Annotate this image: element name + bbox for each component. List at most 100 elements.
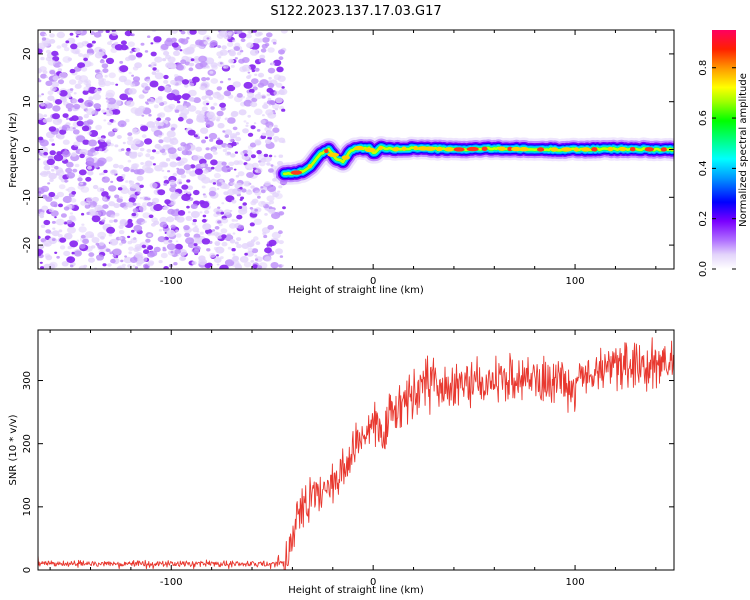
noise-speck: [124, 255, 127, 258]
noise-speck: [281, 108, 286, 112]
ridge-peak: [444, 147, 455, 152]
y-tick-label: -20: [22, 237, 33, 253]
noise-speck: [275, 193, 283, 199]
noise-speck: [44, 101, 50, 105]
noise-speck: [278, 211, 285, 216]
noise-speck: [123, 256, 133, 264]
noise-speck: [155, 69, 160, 73]
noise-speck: [38, 136, 44, 141]
noise-speck: [141, 114, 145, 117]
noise-speck: [52, 75, 59, 81]
noise-speck: [171, 42, 179, 48]
noise-speck: [186, 185, 194, 191]
noise-speck: [112, 109, 121, 115]
noise-speck: [146, 202, 153, 207]
noise-speck: [57, 79, 65, 85]
noise-speck: [190, 203, 198, 209]
noise-speck: [62, 150, 71, 158]
noise-speck: [72, 127, 76, 130]
noise-speck: [239, 256, 249, 263]
noise-speck: [275, 82, 283, 88]
noise-speck: [145, 238, 151, 243]
noise-speck: [119, 60, 124, 64]
noise-speck: [113, 203, 120, 209]
noise-speck: [83, 86, 90, 92]
noise-speck: [173, 262, 178, 266]
noise-speck: [172, 172, 178, 177]
noise-speck: [234, 151, 238, 154]
noise-speck: [92, 184, 99, 190]
noise-speck: [230, 64, 235, 68]
noise-speck: [155, 151, 160, 155]
noise-speck: [106, 100, 110, 103]
y-tick-label: 0: [22, 567, 33, 573]
noise-speck: [127, 235, 131, 239]
noise-speck: [116, 135, 122, 139]
noise-speck: [199, 231, 204, 235]
noise-speck: [199, 211, 203, 214]
noise-speck: [56, 31, 65, 39]
noise-speck: [132, 66, 139, 71]
noise-speck: [257, 195, 261, 199]
noise-speck: [216, 211, 221, 215]
noise-speck: [144, 86, 151, 91]
noise-speck: [207, 233, 211, 236]
noise-speck: [281, 86, 285, 89]
noise-speck: [56, 255, 60, 259]
noise-speck: [44, 33, 48, 36]
noise-speck: [168, 239, 173, 243]
noise-speck: [74, 163, 80, 168]
noise-speck: [228, 49, 236, 55]
noise-speck: [176, 64, 184, 71]
noise-speck: [183, 225, 190, 231]
noise-speck: [264, 139, 272, 144]
noise-speck: [157, 236, 166, 243]
noise-speck: [169, 138, 174, 142]
noise-speck: [83, 57, 88, 62]
noise-speck: [68, 215, 76, 221]
noise-speck: [87, 166, 92, 170]
noise-speck: [146, 148, 152, 153]
noise-speck: [140, 162, 145, 165]
noise-speck: [214, 240, 221, 246]
noise-speck: [243, 261, 252, 268]
noise-speck: [137, 191, 141, 194]
noise-speck: [220, 211, 225, 215]
noise-speck: [260, 186, 264, 189]
noise-speck: [175, 208, 180, 212]
noise-speck: [43, 165, 51, 171]
noise-speck: [145, 101, 148, 104]
spectrogram-ticks: [38, 30, 674, 269]
noise-speck: [98, 209, 107, 217]
noise-speck: [51, 143, 55, 146]
noise-speck: [72, 129, 80, 135]
noise-speck: [38, 94, 42, 98]
noise-speck: [56, 191, 65, 198]
noise-speck: [280, 30, 288, 34]
noise-speck: [62, 139, 70, 145]
noise-speck: [214, 165, 223, 172]
noise-speck: [188, 82, 195, 87]
noise-speck: [185, 237, 195, 245]
noise-speck: [197, 136, 201, 139]
noise-speck: [81, 223, 85, 226]
noise-speck: [174, 74, 179, 78]
noise-speck: [157, 85, 165, 92]
noise-speck: [158, 228, 163, 232]
noise-speck: [127, 41, 135, 47]
noise-speck: [94, 69, 100, 73]
noise-speck: [166, 229, 176, 237]
spectrogram-x-tick-labels: -100 0 100: [160, 276, 585, 287]
noise-speck: [81, 212, 85, 216]
noise-speck: [71, 107, 75, 110]
noise-speck: [253, 108, 263, 116]
noise-speck: [101, 109, 106, 114]
noise-speck: [131, 74, 135, 77]
spectrogram-y-axis-label: Frequency (Hz): [8, 112, 19, 188]
noise-speck: [150, 42, 154, 45]
noise-speck: [63, 250, 71, 257]
noise-speck: [263, 234, 268, 239]
noise-speck: [110, 81, 115, 86]
noise-speck: [131, 33, 135, 37]
